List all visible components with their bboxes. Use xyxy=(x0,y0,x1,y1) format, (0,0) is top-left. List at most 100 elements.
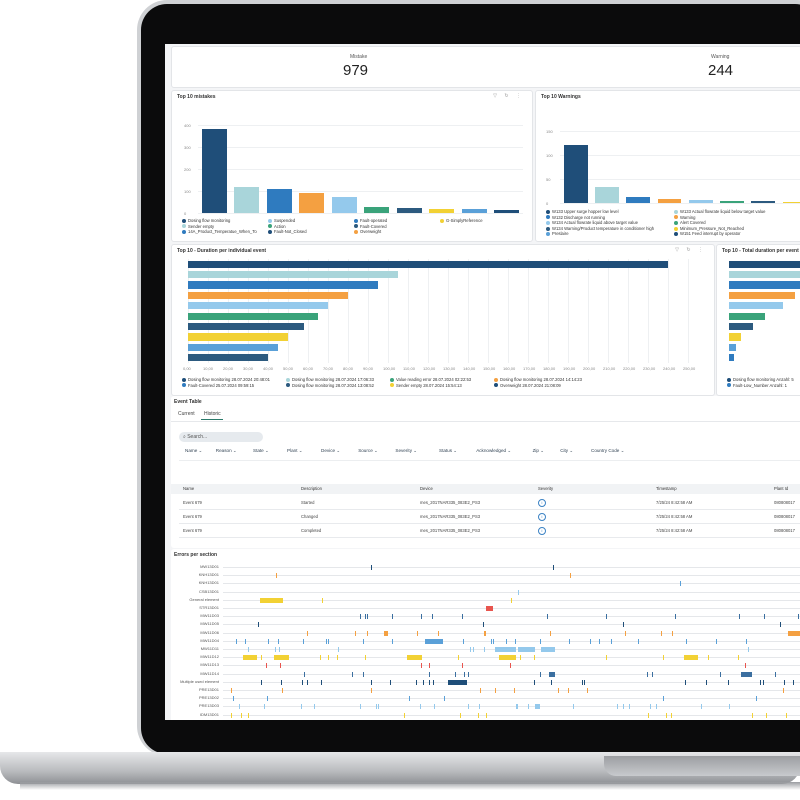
bar xyxy=(729,270,800,279)
gridline xyxy=(198,213,523,214)
cell-description: Changed xyxy=(301,514,318,519)
event-tick xyxy=(484,630,486,636)
event-tick xyxy=(321,679,323,685)
x-tick-label: 200,00 xyxy=(583,366,596,371)
cell-name: Event 679 xyxy=(183,514,202,519)
gridline xyxy=(488,259,489,363)
column-header: Severity xyxy=(538,486,554,491)
event-tick xyxy=(728,704,730,710)
card-menu-icon[interactable]: ▽ ↻ ⋮ xyxy=(675,247,706,253)
event-tick xyxy=(783,688,785,693)
event-tick xyxy=(422,679,424,685)
table-row[interactable]: Event 679 Completed mes_2017NAR335_083E2_P… xyxy=(171,524,800,538)
event-tick xyxy=(437,630,439,636)
bar xyxy=(729,302,783,310)
event-tick xyxy=(589,638,591,644)
y-tick-label: 150 xyxy=(546,129,553,134)
filter-dropdown[interactable]: Plant ⌄ xyxy=(287,448,303,453)
x-tick-label: 130,00 xyxy=(443,366,456,371)
event-tick xyxy=(740,671,752,677)
filter-dropdown[interactable]: Reason ⌄ xyxy=(215,448,237,453)
search-input[interactable]: ⌕ Search... xyxy=(179,432,263,442)
filter-dropdown[interactable]: Country Code ⌄ xyxy=(591,448,625,453)
row-label: CSB13D01 xyxy=(198,588,219,594)
event-tick xyxy=(420,614,422,620)
gridline xyxy=(328,259,329,363)
event-tick xyxy=(360,704,362,710)
event-tick xyxy=(364,614,366,620)
bar xyxy=(364,206,390,213)
x-tick-label: 110,00 xyxy=(403,366,415,371)
event-tick xyxy=(325,638,327,644)
legend-swatch xyxy=(494,383,498,388)
event-tick xyxy=(622,704,624,710)
row-label: KNH13D01 xyxy=(198,580,219,586)
event-tick xyxy=(420,704,422,710)
event-tick xyxy=(477,712,479,718)
event-tick xyxy=(647,712,649,718)
event-tick xyxy=(573,704,575,710)
event-tick xyxy=(251,655,253,661)
x-tick-label: 160,00 xyxy=(503,366,516,371)
bar xyxy=(188,281,378,289)
x-tick-label: 0,00 xyxy=(183,366,191,371)
event-tick xyxy=(432,614,434,620)
gridline xyxy=(388,259,389,363)
event-tick xyxy=(415,679,417,685)
event-tick xyxy=(483,630,485,636)
errors-card: Errors per section MW13D01 KNH13D01 KNH13D… xyxy=(171,549,800,720)
kpi-mistake-value: 979 xyxy=(343,62,369,79)
legend-item: Dosing flow monitoring 28.07.2024 14:14:… xyxy=(494,377,582,383)
event-tick xyxy=(625,630,627,636)
table-row[interactable]: Event 679 Started mes_2017NAR335_083E2_PS3… xyxy=(171,496,800,510)
filter-dropdown[interactable]: State ⌄ xyxy=(253,448,269,453)
event-tick xyxy=(281,688,283,693)
legend-item: Value reading error 28.07.2024 02:22:53 xyxy=(390,377,471,383)
legend-swatch xyxy=(546,209,550,214)
bar xyxy=(751,201,775,203)
bar xyxy=(494,209,520,213)
filter-dropdown[interactable]: Device ⌄ xyxy=(321,448,341,453)
event-tick xyxy=(306,679,308,685)
row-baseline xyxy=(223,567,800,568)
filter-dropdown[interactable]: Name ⌄ xyxy=(185,448,203,453)
event-tick xyxy=(490,638,492,644)
tab-historic[interactable]: Historic xyxy=(204,411,221,417)
filter-dropdown[interactable]: Status ⌄ xyxy=(439,448,458,453)
bar xyxy=(396,207,422,213)
legend-label: Suspended xyxy=(274,218,296,223)
x-tick-label: 120,00 xyxy=(423,366,436,371)
filter-dropdown[interactable]: Acknowledged ⌄ xyxy=(476,448,512,453)
event-tick xyxy=(494,688,496,693)
event-tick xyxy=(486,606,494,611)
tab-current[interactable]: Current xyxy=(178,411,195,417)
filter-dropdown[interactable]: Severity ⌄ xyxy=(395,448,418,453)
legend-label: Dosing flow monitoring xyxy=(188,218,231,223)
row-baseline xyxy=(223,665,800,667)
gridline xyxy=(468,259,469,363)
event-tick xyxy=(539,671,541,677)
card-menu-icon[interactable]: ▽ ↻ ⋮ xyxy=(493,93,524,99)
event-tick xyxy=(485,712,487,718)
event-tick xyxy=(235,638,237,644)
table-row[interactable]: Event 679 Changed mes_2017NAR335_083E2_PS3… xyxy=(171,510,800,524)
total-duration-legend: Dosing flow monitoring Anzahl: 5 Fault-Lo… xyxy=(727,377,800,393)
filter-dropdown[interactable]: City ⌄ xyxy=(560,448,574,453)
legend-swatch xyxy=(286,383,290,388)
event-tick xyxy=(245,638,247,644)
row-baseline xyxy=(223,624,800,626)
row-label: PRE13D01 xyxy=(198,687,219,692)
gridline xyxy=(688,259,689,363)
event-tick xyxy=(587,688,589,693)
filter-dropdown[interactable]: Zip ⌄ xyxy=(532,448,545,453)
event-tick xyxy=(513,688,515,693)
event-tick xyxy=(539,638,541,644)
filter-dropdown[interactable]: Source ⌄ xyxy=(358,448,378,453)
row-baseline xyxy=(223,673,800,675)
bar xyxy=(563,145,588,203)
filter-row: Name ⌄ Reason ⌄ State ⌄ Plant ⌄ Device ⌄ Sour… xyxy=(171,448,800,458)
event-tick xyxy=(797,614,799,620)
legend-item: Dosing flow monitoring Anzahl: 5 xyxy=(727,377,794,383)
kpi-mistake-label: Mistake xyxy=(350,54,368,60)
event-tick xyxy=(302,679,304,685)
